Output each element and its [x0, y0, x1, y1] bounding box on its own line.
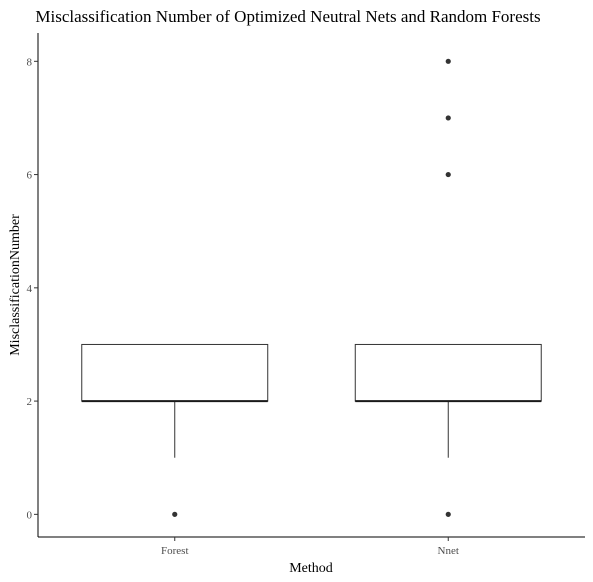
y-axis-ticks: 0 2 4 6 8 — [27, 56, 38, 521]
x-axis-ticks: Forest Nnet — [161, 537, 459, 557]
y-tick-label: 2 — [27, 396, 33, 408]
outlier-point — [172, 511, 178, 517]
x-tick-label: Nnet — [438, 545, 459, 557]
box-forest — [81, 343, 269, 517]
iqr-box — [354, 343, 542, 402]
y-tick-label: 8 — [27, 56, 33, 68]
outlier-point — [445, 171, 451, 178]
y-axis-label: MisclassificationNumber — [8, 214, 23, 356]
outlier-point — [445, 511, 451, 517]
plot-area — [81, 58, 542, 517]
y-tick-label: 4 — [27, 283, 33, 295]
outlier-point — [445, 115, 451, 121]
box-nnet — [354, 58, 542, 517]
x-axis-label: Method — [289, 561, 333, 576]
x-tick-label: Forest — [161, 545, 189, 557]
iqr-box — [81, 343, 269, 402]
y-tick-label: 6 — [27, 170, 33, 182]
chart-title: Misclassification Number of Optimized Ne… — [35, 7, 540, 26]
outlier-point — [445, 58, 451, 64]
y-tick-label: 0 — [27, 509, 33, 521]
